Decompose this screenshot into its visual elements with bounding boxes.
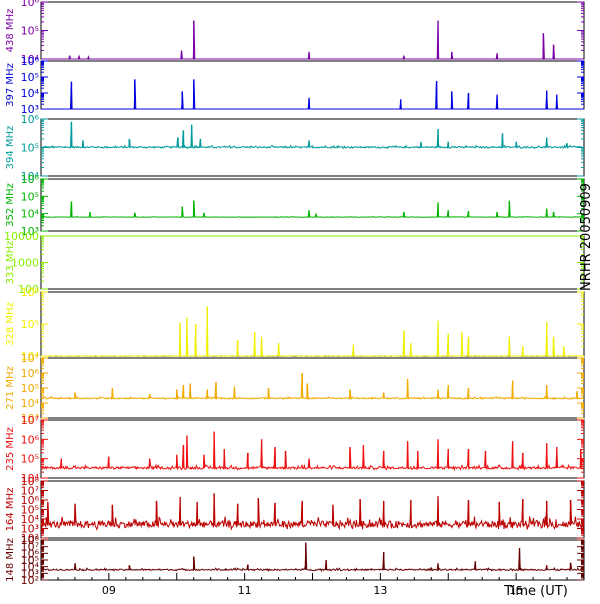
panel-label-438-mhz: 438 MHz: [5, 9, 16, 53]
panel-label-352-mhz: 352 MHz: [5, 183, 16, 227]
series-line-328-mhz: [41, 306, 584, 357]
x-tick-label: 13: [373, 584, 387, 597]
series-line-352-mhz: [41, 200, 584, 219]
y-tick-label: 10³: [21, 523, 39, 536]
y-tick-label: 1000: [11, 257, 39, 270]
panel-label-328-mhz: 328 MHz: [5, 302, 16, 346]
y-tick-label: 10⁴: [21, 350, 40, 363]
series-line-148-mhz: [40, 542, 585, 572]
y-tick-label: 10⁵: [21, 71, 39, 84]
panel-397-mhz: 10³ 10⁴ 10⁵ 10⁶ 397 MHz: [5, 55, 585, 116]
y-tick-label: 10⁵: [21, 25, 39, 38]
y-tick-label: 10⁴: [21, 170, 40, 183]
y-tick-label: 10⁷: [21, 352, 39, 365]
panel-label-333-mhz: 333 MHz: [5, 241, 16, 285]
y-tick-label: 100: [18, 283, 39, 296]
y-tick-label: 10⁴: [21, 472, 40, 485]
panel-label-235-mhz: 235 MHz: [5, 427, 16, 471]
y-tick-label: 10⁶: [21, 173, 40, 186]
x-tick-label: 11: [238, 584, 252, 597]
x-tick-label: 09: [102, 584, 116, 597]
y-tick-label: 10000: [4, 230, 39, 243]
y-tick-label: 10⁶: [21, 547, 40, 560]
panel-label-164-mhz: 164 MHz: [5, 488, 16, 532]
panel-235-mhz: 10⁴ 10⁵ 10⁶ 10⁷ 235 MHz: [5, 414, 585, 485]
series-line-271-mhz: [40, 372, 585, 401]
y-tick-label: 10⁵: [21, 453, 39, 466]
series-line-438-mhz: [41, 20, 584, 60]
y-tick-label: 10⁶: [21, 494, 40, 507]
y-tick-label: 10³: [21, 412, 39, 425]
y-tick-label: 10⁵: [21, 318, 39, 331]
y-tick-label: 10⁷: [21, 541, 39, 554]
series-line-397-mhz: [41, 79, 584, 110]
series-line-235-mhz: [40, 431, 585, 472]
y-tick-label: 10⁴: [21, 208, 40, 221]
y-tick-label: 10⁵: [21, 554, 39, 567]
panel-271-mhz: 10³ 10⁴ 10⁵ 10⁶ 10⁷ 271 MHz: [5, 352, 585, 425]
y-tick-label: 10⁶: [21, 55, 40, 68]
y-tick-label: 10²: [21, 532, 39, 545]
y-tick-label: 10⁴: [21, 513, 40, 526]
y-tick-label: 10⁸: [21, 534, 40, 547]
y-tick-label: 10⁴: [21, 53, 40, 66]
x-tick-label: 15: [509, 584, 523, 597]
y-tick-label: 10⁴: [21, 397, 40, 410]
y-tick-label: 10⁶: [21, 0, 40, 9]
panel-438-mhz: 10⁴ 10⁵ 10⁶ 438 MHz: [5, 0, 585, 66]
panel-328-mhz: 10⁴ 10⁵ 10⁶ 328 MHz: [5, 286, 585, 363]
y-tick-label: 10⁵: [21, 504, 39, 517]
y-tick-label: 10⁸: [21, 475, 40, 488]
panel-label-394-mhz: 394 MHz: [5, 126, 16, 170]
y-tick-label: 10⁶: [21, 367, 40, 380]
y-tick-label: 10³: [21, 225, 39, 238]
x-axis-label: Time (UT): [503, 584, 568, 599]
series-line-164-mhz: [40, 493, 585, 531]
panel-352-mhz: 10³ 10⁴ 10⁵ 10⁶ 352 MHz: [5, 173, 585, 238]
panel-label-397-mhz: 397 MHz: [5, 63, 16, 107]
y-tick-label: 10⁷: [21, 485, 39, 498]
panel-394-mhz: 10⁴ 10⁵ 10⁶ 394 MHz: [5, 113, 585, 183]
series-line-394-mhz: [41, 121, 585, 150]
y-tick-label: 10⁶: [21, 286, 40, 299]
y-tick-label: 10⁵: [21, 142, 39, 155]
panel-label-271-mhz: 271 MHz: [5, 366, 16, 410]
y-tick-label: 10⁵: [21, 190, 39, 203]
y-tick-label: 10⁴: [21, 87, 40, 100]
y-tick-label: 10³: [21, 103, 39, 116]
y-tick-label: 10⁴: [21, 561, 40, 574]
y-tick-label: 10³: [21, 567, 39, 580]
y-tick-label: 10⁶: [21, 113, 40, 126]
y-tick-label: 10⁷: [21, 414, 39, 427]
side-label: NRHR 20050909: [579, 183, 594, 291]
y-tick-label: 10²: [21, 574, 39, 587]
y-tick-label: 10⁶: [21, 433, 40, 446]
y-tick-label: 10⁵: [21, 382, 39, 395]
panel-label-148-mhz: 148 MHz: [5, 538, 16, 582]
